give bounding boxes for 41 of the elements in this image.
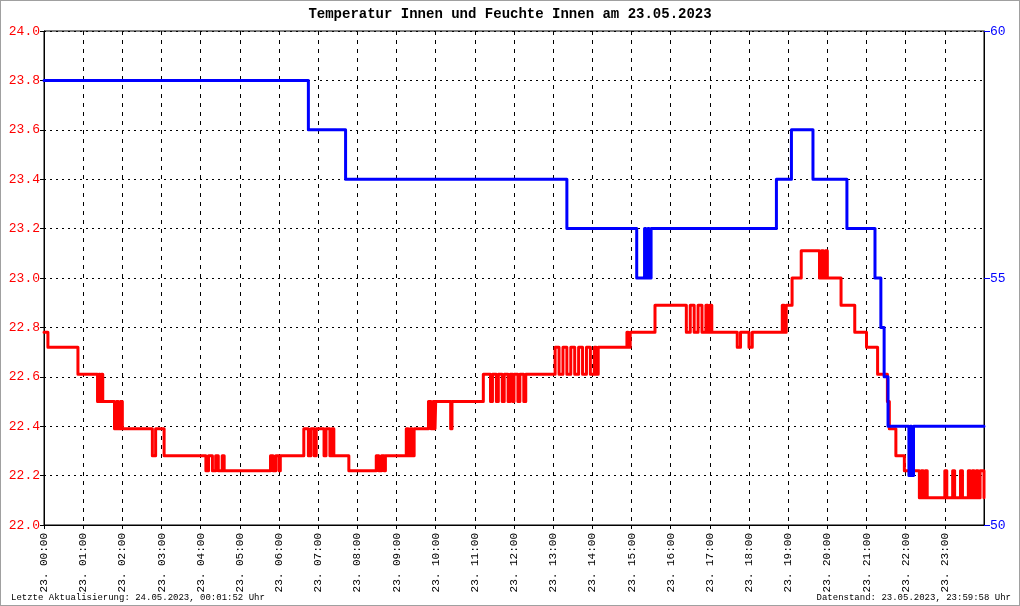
chart-title: Temperatur Innen und Feuchte Innen am 23.05.2023 bbox=[308, 6, 712, 22]
x-tick-label: 23. 18:00 bbox=[743, 533, 755, 593]
x-tick-label: 23. 03:00 bbox=[155, 533, 168, 593]
x-tick-label: 23. 08:00 bbox=[351, 533, 364, 593]
y-tick-label: 23.0 bbox=[8, 270, 40, 286]
text: Datenstand: 23.05.2023, 23:59:58 Uhr bbox=[816, 592, 1012, 603]
x-tick-label: 23. 07:00 bbox=[312, 533, 325, 593]
text: Letzte Aktualisierung: 24.05.2023, 00:01:52 Uhr bbox=[11, 592, 265, 603]
y-tick-label: 23.6 bbox=[8, 122, 40, 138]
x-tick-label: 23. 12:00 bbox=[508, 533, 520, 593]
y-tick-label: 22.6 bbox=[8, 369, 40, 385]
x-tick-label: 23. 10:00 bbox=[429, 533, 442, 593]
y-tick-label: 22.4 bbox=[8, 418, 41, 434]
x-tick-label: 23. 22:00 bbox=[899, 533, 912, 593]
x-tick-label: 23. 21:00 bbox=[860, 533, 873, 593]
y-tick-label: 23.8 bbox=[8, 72, 40, 88]
y2-tick-label: 50 bbox=[990, 517, 1006, 533]
x-tick-label: 23. 09:00 bbox=[390, 533, 403, 593]
x-tick-label: 23. 14:00 bbox=[586, 533, 599, 593]
x-tick-label: 23. 06:00 bbox=[273, 533, 285, 593]
x-tick-label: 23. 16:00 bbox=[664, 533, 677, 593]
y-tick-label: 23.4 bbox=[8, 171, 41, 187]
x-tick-label: 23. 19:00 bbox=[782, 533, 795, 593]
y2-tick-label: 60 bbox=[990, 23, 1006, 39]
x-tick-label: 23. 04:00 bbox=[194, 533, 207, 593]
y2-tick-label: 55 bbox=[990, 270, 1006, 286]
x-tick-label: 23. 00:00 bbox=[38, 533, 50, 593]
x-tick-label: 23. 15:00 bbox=[625, 533, 638, 593]
y-tick-label: 22.0 bbox=[8, 517, 40, 533]
x-tick-label: 23. 17:00 bbox=[703, 533, 716, 593]
x-tick-label: 23. 20:00 bbox=[821, 533, 834, 593]
x-tick-label: 23. 01:00 bbox=[77, 533, 90, 593]
x-tick-label: 23. 05:00 bbox=[233, 533, 246, 593]
y-tick-label: 22.8 bbox=[8, 319, 40, 335]
y-tick-label: 22.2 bbox=[8, 468, 40, 484]
x-tick-label: 23. 23:00 bbox=[938, 533, 951, 593]
y-tick-label: 23.2 bbox=[8, 221, 40, 237]
x-tick-label: 23. 13:00 bbox=[547, 533, 560, 593]
x-tick-label: 23. 02:00 bbox=[116, 533, 129, 593]
y-tick-label: 24.0 bbox=[8, 23, 40, 39]
x-tick-label: 23. 11:00 bbox=[468, 533, 481, 593]
